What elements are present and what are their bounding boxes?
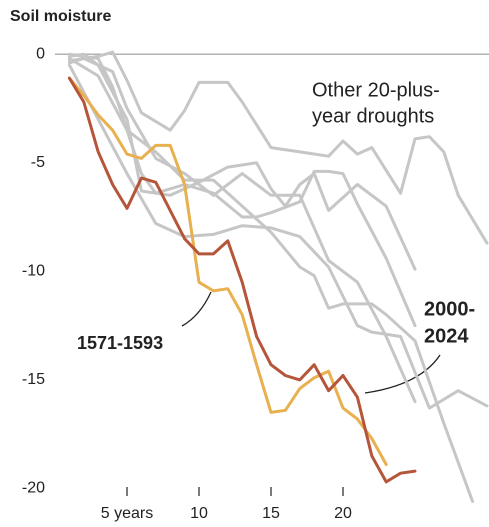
leader-line bbox=[181, 291, 212, 327]
y-tick-label: -20 bbox=[22, 480, 45, 497]
y-tick-label: -10 bbox=[22, 263, 45, 280]
series-line bbox=[67, 57, 417, 404]
series-line bbox=[67, 76, 388, 466]
annotation: 2024 bbox=[424, 325, 469, 347]
chart-title: Soil moisture bbox=[10, 8, 111, 25]
series-line bbox=[67, 50, 489, 245]
y-tick-label: 0 bbox=[36, 45, 45, 62]
y-tick-label: -15 bbox=[22, 371, 45, 388]
x-tick-label: 20 bbox=[334, 505, 352, 522]
annotation: 2000- bbox=[424, 298, 475, 320]
annotation: Other 20-plus- bbox=[312, 79, 440, 101]
annotation: year droughts bbox=[312, 105, 434, 127]
annotation: 1571-1593 bbox=[77, 333, 163, 353]
x-tick-label: 5 years bbox=[101, 505, 153, 522]
x-tick-label: 15 bbox=[262, 505, 280, 522]
series-line bbox=[67, 63, 489, 410]
x-tick-label: 10 bbox=[190, 505, 208, 522]
leader-line bbox=[364, 354, 441, 394]
y-tick-label: -5 bbox=[31, 154, 45, 171]
series-line bbox=[67, 76, 417, 484]
series-line bbox=[67, 52, 417, 328]
